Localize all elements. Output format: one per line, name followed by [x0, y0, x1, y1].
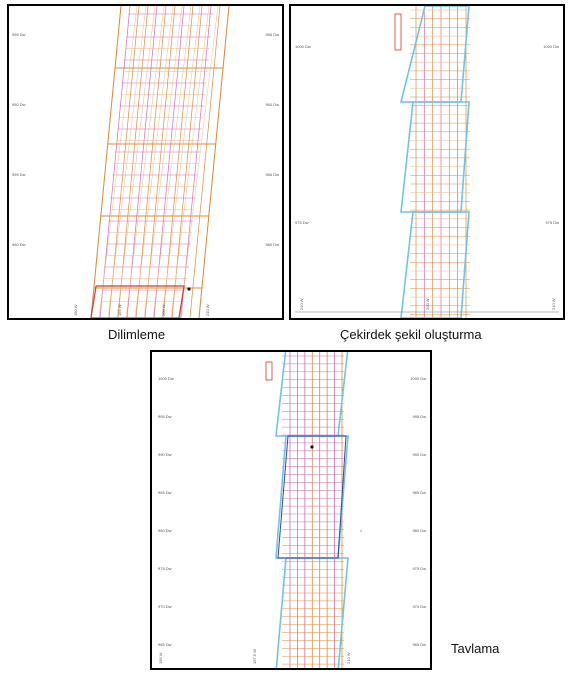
anneal-right-tick-4: 980 Dw [412, 528, 426, 533]
anneal-right-tick-7: 965 Dw [412, 642, 426, 647]
slice-diag-2 [116, 6, 156, 318]
slice-left-tick-2: 955 Dw [12, 172, 26, 177]
core-shaping-plot: 1000 Dw 975 Dw 1000 Dw 975 Dw 210 W 200 W 210 … [295, 6, 559, 318]
anneal-small-rect [265, 361, 273, 381]
anneal-left-tick-3: 985 Dw [158, 490, 172, 495]
anneal-right-tick-1: 995 Dw [412, 414, 426, 419]
slice-right-tick-3: 960 Dw [265, 242, 279, 247]
core-right-tick-0: 1000 Dw [543, 44, 559, 49]
slice-line-3 [117, 6, 149, 318]
anneal-left-tick-0: 1000 Dw [158, 376, 174, 381]
core-small-rect [394, 13, 402, 51]
slice-diag-4 [134, 6, 174, 318]
slice-red-band [90, 285, 185, 318]
caption-core-shaping: Çekirdek şekil oluşturma [340, 327, 482, 342]
slice-bottom-tick-2: 200 W [161, 304, 166, 316]
slice-cursor [187, 287, 191, 291]
slice-line-12 [198, 6, 230, 318]
slice-line-6 [144, 6, 176, 318]
slice-right-tick-1: 950 Dw [265, 102, 279, 107]
annealing-plot: 1000 Dw 995 Dw 990 Dw 985 Dw 980 Dw 975 Dw 970… [158, 352, 426, 668]
slice-diag-9 [179, 6, 219, 318]
slice-line-7 [153, 6, 185, 318]
panel-core-shaping: 1000 Dw 975 Dw 1000 Dw 975 Dw 210 W 200 W 210 … [289, 4, 565, 320]
anneal-left-tick-1: 995 Dw [158, 414, 172, 419]
core-right-tick-1: 975 Dw [545, 220, 559, 225]
slice-left-tick-3: 960 Dw [12, 242, 26, 247]
slice-line-2 [108, 6, 140, 318]
anneal-left-tick-2: 990 Dw [158, 452, 172, 457]
core-left-tick-0: 1000 Dw [295, 44, 311, 49]
caption-annealing: Tavlama [451, 641, 500, 656]
anneal-right-tick-6: 970 Dw [412, 604, 426, 609]
slice-diag-5 [143, 6, 183, 318]
slice-diag-1 [107, 6, 147, 318]
slice-diag-0 [98, 6, 138, 318]
slice-line-5 [135, 6, 167, 318]
core-bottom-tick-0: 210 W [299, 298, 304, 310]
slice-diag-6 [152, 6, 192, 318]
anneal-right-tick-3: 985 Dw [412, 490, 426, 495]
panel-annealing: 1000 Dw 995 Dw 990 Dw 985 Dw 980 Dw 975 Dw 970… [150, 350, 432, 670]
slice-line-8 [162, 6, 194, 318]
panel-slicing: 955 Dw 950 Dw 955 Dw 960 Dw 955 Dw 950 Dw 955 … [7, 4, 284, 320]
anneal-cursor [310, 445, 314, 449]
anneal-left-tick-5: 975 Dw [158, 566, 172, 571]
anneal-right-tick-2: 990 Dw [412, 452, 426, 457]
anneal-bottom-tick-1: 197.5 W [252, 649, 257, 664]
caption-slicing: Dilimleme [108, 327, 166, 342]
anneal-right-tick-5: 975 Dw [412, 566, 426, 571]
slicing-plot: 955 Dw 950 Dw 955 Dw 960 Dw 955 Dw 950 Dw 955 … [12, 6, 279, 318]
core-left-tick-1: 975 Dw [295, 220, 309, 225]
slice-diag-8 [170, 6, 210, 318]
slice-diag-3 [125, 6, 165, 318]
slice-bottom-tick-1: 195 W [117, 304, 122, 316]
slice-left-tick-1: 950 Dw [12, 102, 26, 107]
slice-line-4 [126, 6, 158, 318]
anneal-marker: × [360, 528, 363, 533]
slice-line-10 [180, 6, 212, 318]
slice-diag-7 [161, 6, 201, 318]
core-cyan-band-0 [399, 6, 470, 103]
slice-line-0 [90, 6, 122, 318]
slice-line-9 [171, 6, 203, 318]
anneal-left-tick-7: 965 Dw [158, 642, 172, 647]
slice-right-tick-0: 955 Dw [265, 32, 279, 37]
core-cyan-band-2 [400, 211, 470, 318]
slice-left-tick-0: 955 Dw [12, 32, 26, 37]
slice-bottom-tick-3: 210 W [205, 304, 210, 316]
core-bottom-tick-1: 200 W [425, 298, 430, 310]
core-cyan-band-1 [400, 101, 470, 213]
slice-right-tick-2: 955 Dw [265, 172, 279, 177]
anneal-left-tick-4: 980 Dw [158, 528, 172, 533]
anneal-bottom-tick-2: 210 W [346, 652, 351, 664]
slice-line-1 [99, 6, 131, 318]
anneal-right-tick-0: 1000 Dw [410, 376, 426, 381]
anneal-left-tick-6: 970 Dw [158, 604, 172, 609]
slice-line-11 [189, 6, 221, 318]
anneal-blue-band [277, 435, 347, 559]
anneal-bottom-tick-0: 195 W [158, 652, 163, 664]
core-bottom-tick-2: 210 W [551, 298, 556, 310]
slice-bottom-tick-0: 190 W [73, 304, 78, 316]
